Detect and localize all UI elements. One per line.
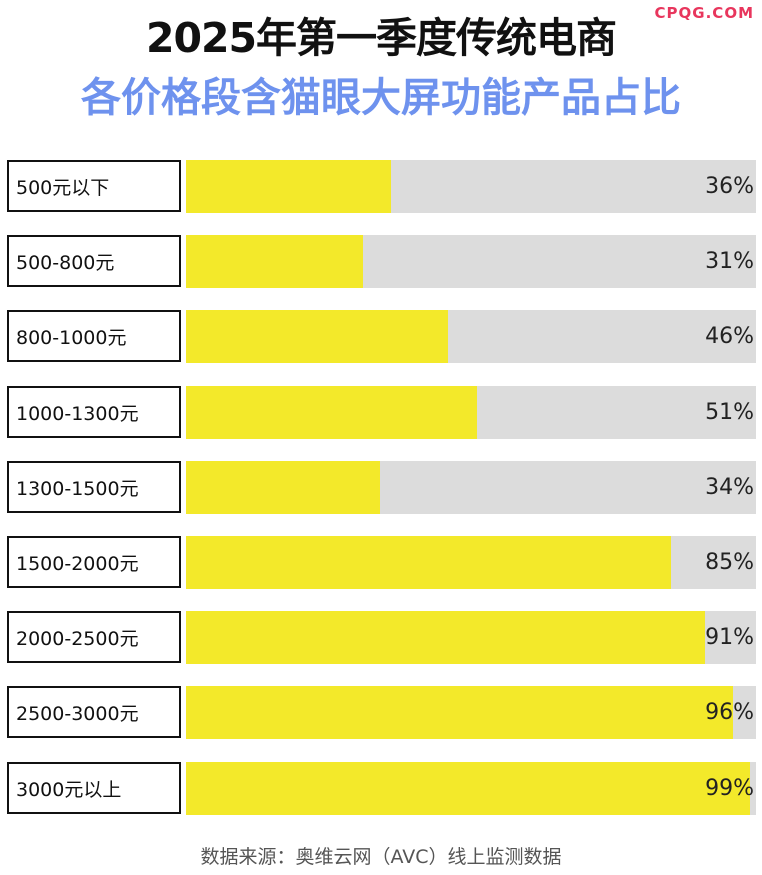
bar [186, 235, 363, 288]
bar [186, 386, 477, 439]
bar-value-label: 99% [705, 776, 754, 801]
bar-value-label: 31% [705, 249, 754, 274]
bar [186, 762, 751, 815]
bar [186, 310, 449, 363]
bar-track: 91% [186, 611, 756, 664]
bar-value-label: 51% [705, 400, 754, 425]
bar-track: 36% [186, 160, 756, 213]
chart-title: 2025年第一季度传统电商 [145, 14, 617, 62]
bar-value-label: 96% [705, 700, 754, 725]
bar [186, 611, 705, 664]
bar [186, 160, 392, 213]
bar-track: 99% [186, 762, 756, 815]
bar-track: 31% [186, 235, 756, 288]
bar-value-label: 34% [705, 475, 754, 500]
category-label: 2000-2500元 [7, 611, 181, 663]
chart-subtitle: 各价格段含猫眼大屏功能产品占比 [81, 75, 681, 121]
bar [186, 686, 734, 739]
category-label: 500元以下 [7, 160, 181, 212]
site-watermark: CPQG.COM [654, 4, 754, 22]
category-label: 500-800元 [7, 235, 181, 287]
bar-value-label: 46% [705, 324, 754, 349]
bar-value-label: 85% [705, 550, 754, 575]
bar-track: 85% [186, 536, 756, 589]
bar-track: 96% [186, 686, 756, 739]
bar-value-label: 36% [705, 174, 754, 199]
bar [186, 536, 671, 589]
category-label: 2500-3000元 [7, 686, 181, 738]
category-label: 800-1000元 [7, 310, 181, 362]
category-label: 1500-2000元 [7, 536, 181, 588]
bar-track: 46% [186, 310, 756, 363]
bar-track: 34% [186, 461, 756, 514]
bar-value-label: 91% [705, 625, 754, 650]
data-source-note: 数据来源：奥维云网（AVC）线上监测数据 [200, 846, 562, 868]
category-label: 1000-1300元 [7, 386, 181, 438]
bar [186, 461, 380, 514]
category-label: 3000元以上 [7, 762, 181, 814]
bar-track: 51% [186, 386, 756, 439]
category-label: 1300-1500元 [7, 461, 181, 513]
